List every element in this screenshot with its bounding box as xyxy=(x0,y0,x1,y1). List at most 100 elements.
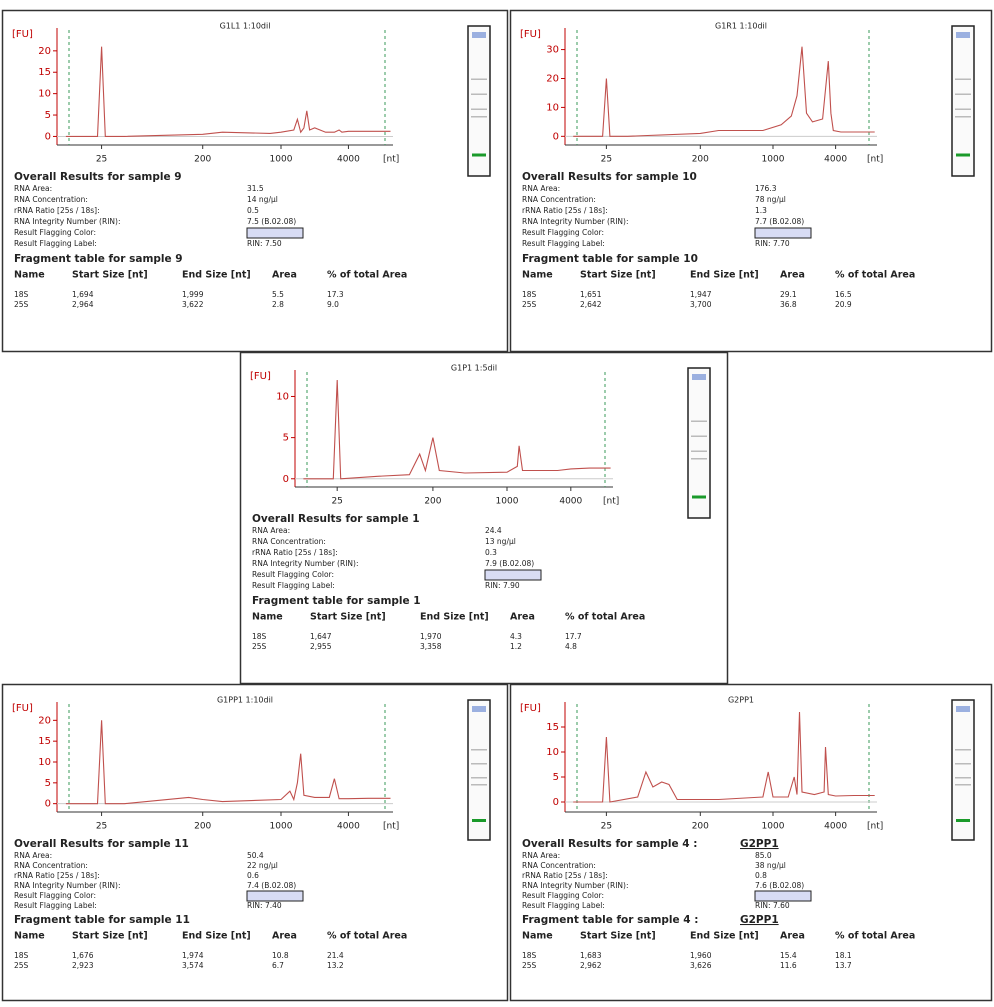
y-tick-label: 5 xyxy=(553,772,559,783)
result-label: RNA Concentration: xyxy=(252,537,326,546)
gel-band xyxy=(691,458,707,460)
result-value: 78 ng/µl xyxy=(755,195,786,204)
table-header: Name xyxy=(14,931,45,942)
y-tick-label: 20 xyxy=(38,46,51,57)
table-header: Area xyxy=(780,931,805,942)
gel-well xyxy=(956,32,970,38)
y-axis-label: [FU] xyxy=(12,29,33,40)
table-cell: 9.0 xyxy=(327,300,339,309)
x-tick-label: 4000 xyxy=(559,497,582,507)
result-label: RNA Concentration: xyxy=(522,195,596,204)
x-tick-label: 4000 xyxy=(337,822,360,832)
table-cell: 2,923 xyxy=(72,961,94,970)
x-tick-label: 200 xyxy=(424,497,441,507)
x-tick-label: 200 xyxy=(194,822,211,832)
table-header: Area xyxy=(272,270,297,281)
table-cell: 16.5 xyxy=(835,290,852,299)
result-value: 7.6 (B.02.08) xyxy=(755,881,804,890)
table-cell: 3,622 xyxy=(182,300,204,309)
x-tick-label: 25 xyxy=(96,822,107,832)
gel-lane xyxy=(951,699,975,841)
trace xyxy=(573,46,875,137)
table-cell: 5.5 xyxy=(272,290,284,299)
fragment-heading: Fragment table for sample 10 xyxy=(522,253,698,265)
table-cell: 25S xyxy=(14,300,29,309)
result-value: 0.3 xyxy=(485,548,497,557)
fragment-heading: Fragment table for sample 1 xyxy=(252,595,421,607)
table-header: Start Size [nt] xyxy=(72,270,148,281)
results-heading: Overall Results for sample 11 xyxy=(14,838,189,850)
table-cell: 1,683 xyxy=(580,951,602,960)
result-label: rRNA Ratio [25s / 18s]: xyxy=(14,871,100,880)
fragment-heading: Fragment table for sample 4 : xyxy=(522,914,698,926)
result-value: 38 ng/µl xyxy=(755,861,786,870)
result-label: RNA Integrity Number (RIN): xyxy=(14,217,120,226)
table-cell: 10.8 xyxy=(272,951,289,960)
result-label: rRNA Ratio [25s / 18s]: xyxy=(252,548,338,557)
table-header: Name xyxy=(14,270,45,281)
y-axis-label: [FU] xyxy=(520,29,541,40)
trace xyxy=(65,720,391,805)
gel-band xyxy=(691,450,707,452)
table-cell: 1,974 xyxy=(182,951,204,960)
panel: G1P1 1:5dil [FU] 0 5 10 25 200 1000 4000 [nt] Over… xyxy=(239,351,729,685)
x-axis-label: [nt] xyxy=(867,155,883,165)
table-cell: 2,964 xyxy=(72,300,94,309)
x-tick-label: 1000 xyxy=(762,822,785,832)
trace xyxy=(303,379,611,480)
panel-border xyxy=(509,683,993,1002)
result-label: RNA Integrity Number (RIN): xyxy=(14,881,120,890)
result-value: 13 ng/µl xyxy=(485,537,516,546)
y-tick-label: 10 xyxy=(276,391,289,402)
gel-band xyxy=(471,116,487,118)
gel-marker xyxy=(956,819,970,822)
gel-band xyxy=(471,784,487,786)
panel: G2PP1 [FU] 0 5 10 15 25 200 1000 4000 [nt] Overall … xyxy=(509,683,993,1002)
gel-band xyxy=(691,435,707,437)
result-label: RNA Concentration: xyxy=(14,195,88,204)
result-label: Result Flagging Label: xyxy=(522,901,605,910)
result-label: RNA Area: xyxy=(522,184,560,193)
gel-band xyxy=(471,749,487,751)
y-axis-label: [FU] xyxy=(12,703,33,714)
table-cell: 1,676 xyxy=(72,951,94,960)
y-tick-label: 0 xyxy=(553,131,559,142)
table-cell: 18S xyxy=(252,632,267,641)
y-tick-label: 20 xyxy=(38,715,51,726)
table-cell: 29.1 xyxy=(780,290,797,299)
table-cell: 1,960 xyxy=(690,951,712,960)
results-tag: G2PP1 xyxy=(740,838,779,850)
y-axis-label: [FU] xyxy=(520,703,541,714)
table-cell: 1,651 xyxy=(580,290,602,299)
gel-band xyxy=(955,763,971,765)
result-value: RIN: 7.90 xyxy=(485,581,520,590)
table-header: % of total Area xyxy=(327,931,407,942)
panel-border xyxy=(239,351,729,685)
table-cell: 18S xyxy=(14,290,29,299)
fragment-heading: Fragment table for sample 9 xyxy=(14,253,183,265)
gel-band xyxy=(471,78,487,80)
chart-title: G1L1 1:10dil xyxy=(220,22,271,31)
table-header: Area xyxy=(510,612,535,623)
result-label: RNA Integrity Number (RIN): xyxy=(252,559,358,568)
x-tick-label: 200 xyxy=(194,155,211,165)
results-heading: Overall Results for sample 10 xyxy=(522,171,697,183)
table-cell: 1,999 xyxy=(182,290,204,299)
table-header: % of total Area xyxy=(835,931,915,942)
table-cell: 18S xyxy=(522,951,537,960)
table-cell: 2.8 xyxy=(272,300,284,309)
result-value: 0.6 xyxy=(247,871,259,880)
table-cell: 18S xyxy=(14,951,29,960)
gel-marker xyxy=(956,153,970,157)
result-value: RIN: 7.60 xyxy=(755,901,790,910)
table-cell: 25S xyxy=(14,961,29,970)
gel-lane xyxy=(951,25,975,177)
x-tick-label: 200 xyxy=(692,155,709,165)
panel: G1L1 1:10dil [FU] 0 5 10 15 20 25 200 1000 4000 [nt… xyxy=(1,9,509,353)
table-header: End Size [nt] xyxy=(420,612,489,623)
table-header: Start Size [nt] xyxy=(310,612,386,623)
x-tick-label: 4000 xyxy=(337,155,360,165)
table-cell: 1.2 xyxy=(510,642,522,651)
result-label: rRNA Ratio [25s / 18s]: xyxy=(522,871,608,880)
